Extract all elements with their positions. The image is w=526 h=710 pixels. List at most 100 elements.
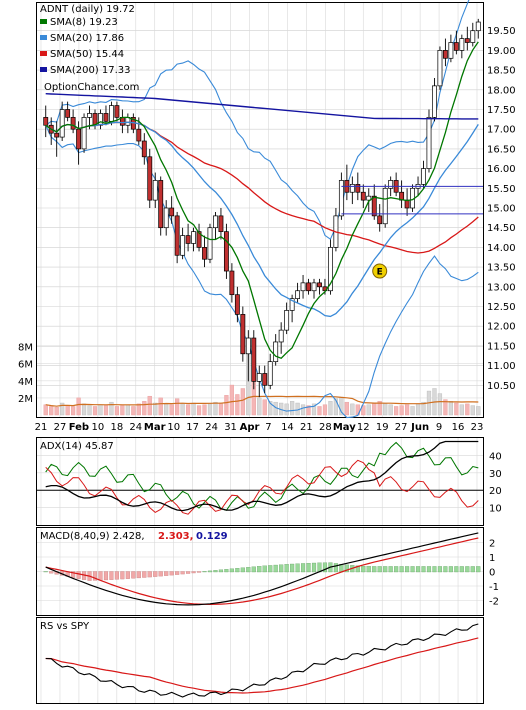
x-tick-label: 24 xyxy=(205,422,218,433)
candle-body xyxy=(338,180,344,217)
candle xyxy=(81,113,87,153)
candle-body xyxy=(355,184,361,193)
candle-body xyxy=(223,231,229,272)
volume-bar xyxy=(131,406,136,416)
macd-histogram-bar xyxy=(142,571,147,578)
macd-histogram-bar xyxy=(147,571,152,578)
macd-signal-line xyxy=(45,537,479,606)
macd-histogram-bar xyxy=(153,571,158,577)
macd-histogram-bar xyxy=(465,566,470,573)
macd-histogram-bar xyxy=(426,566,432,573)
volume-bar xyxy=(328,401,333,416)
candle xyxy=(207,223,213,264)
price-tick-label: 12.50 xyxy=(487,302,516,313)
volume-bar xyxy=(289,401,295,416)
candle xyxy=(295,282,301,303)
candle xyxy=(158,176,164,236)
candle xyxy=(421,160,426,189)
candle-body xyxy=(349,184,355,193)
x-tick-label: 10 xyxy=(167,422,180,433)
volume-bar xyxy=(180,403,185,416)
candle-body xyxy=(87,113,92,118)
volume-bar xyxy=(153,402,158,416)
x-tick-label: 27 xyxy=(54,422,67,433)
candle xyxy=(234,286,240,323)
price-tick-label: 14.00 xyxy=(487,243,516,254)
volume-bar xyxy=(410,406,415,416)
candle-body xyxy=(262,373,268,386)
macd-histogram-bar xyxy=(246,567,251,573)
macd-histogram-bar xyxy=(454,566,459,573)
macd-histogram-bar xyxy=(372,566,377,573)
candle xyxy=(306,278,311,295)
price-legend: ADNT (daily) 19.72 SMA(8) 19.23 SMA(20) … xyxy=(40,4,139,93)
candle xyxy=(103,105,109,126)
volume-bar xyxy=(399,405,404,416)
candle xyxy=(262,365,268,394)
macd-line xyxy=(45,532,479,606)
macd-histogram-bar xyxy=(131,571,136,579)
candle-body xyxy=(273,341,279,363)
candle-body xyxy=(300,282,306,292)
legend-sma8: SMA(8) 19.23 xyxy=(40,17,118,28)
volume-bar xyxy=(300,404,306,416)
price-tick-label: 18.00 xyxy=(487,85,516,96)
macd-histogram-bar xyxy=(202,571,207,573)
volume-bar xyxy=(366,404,371,416)
macd-histogram-bar xyxy=(383,566,388,573)
macd-tick-label: -1 xyxy=(489,582,499,593)
macd-histogram-bar xyxy=(158,571,163,577)
volume-bar xyxy=(465,403,470,416)
candle-body xyxy=(306,282,311,292)
volume-bar xyxy=(202,404,207,416)
candle xyxy=(240,306,246,362)
macd-histogram-bar xyxy=(169,571,174,576)
candle-body xyxy=(284,310,290,331)
x-tick-label: 31 xyxy=(224,422,237,433)
candle-body xyxy=(371,195,377,217)
candle xyxy=(245,330,251,382)
x-tick-label: 14 xyxy=(281,422,294,433)
candle-body xyxy=(136,128,142,142)
volume-bar xyxy=(125,404,130,416)
candle-body xyxy=(278,329,284,343)
candle-body xyxy=(218,215,224,232)
candle-body xyxy=(453,42,459,51)
candle-body xyxy=(267,361,273,386)
volume-bar xyxy=(476,406,481,416)
x-tick-label: 23 xyxy=(471,422,484,433)
candle-body xyxy=(421,168,426,185)
candle-body xyxy=(382,187,388,225)
macd-histogram-value: 0.129 xyxy=(196,531,228,542)
macd-histogram-bar xyxy=(311,562,317,573)
macd-histogram-bar xyxy=(290,563,295,573)
candle-body xyxy=(70,117,76,130)
x-tick-label: 7 xyxy=(265,422,271,433)
volume-bar xyxy=(437,393,443,416)
volume-bar xyxy=(361,405,366,416)
volume-bar xyxy=(76,397,81,416)
volume-bar xyxy=(240,388,245,416)
x-tick-label: 27 xyxy=(395,422,408,433)
price-tick-label: 15.50 xyxy=(487,184,516,195)
candle-body xyxy=(43,117,49,126)
candle-body xyxy=(317,282,322,288)
candle xyxy=(180,227,186,260)
candle xyxy=(152,172,158,208)
x-tick-label: Feb xyxy=(69,422,89,433)
macd-histogram-bar xyxy=(388,566,393,573)
x-tick-label: 16 xyxy=(452,422,465,433)
macd-histogram-bar xyxy=(235,568,240,573)
macd-histogram-bar xyxy=(470,566,475,573)
candle xyxy=(366,188,372,212)
candle-body xyxy=(388,180,394,189)
candle xyxy=(475,18,481,39)
candle-body xyxy=(81,117,87,150)
volume-tick-label: 6M xyxy=(18,360,33,371)
volume-bar xyxy=(394,406,399,416)
candle-body xyxy=(432,85,437,118)
macd-histogram-bar xyxy=(366,566,371,573)
candle xyxy=(174,211,180,264)
volume-bar xyxy=(81,403,87,416)
macd-histogram-bar xyxy=(240,567,245,573)
